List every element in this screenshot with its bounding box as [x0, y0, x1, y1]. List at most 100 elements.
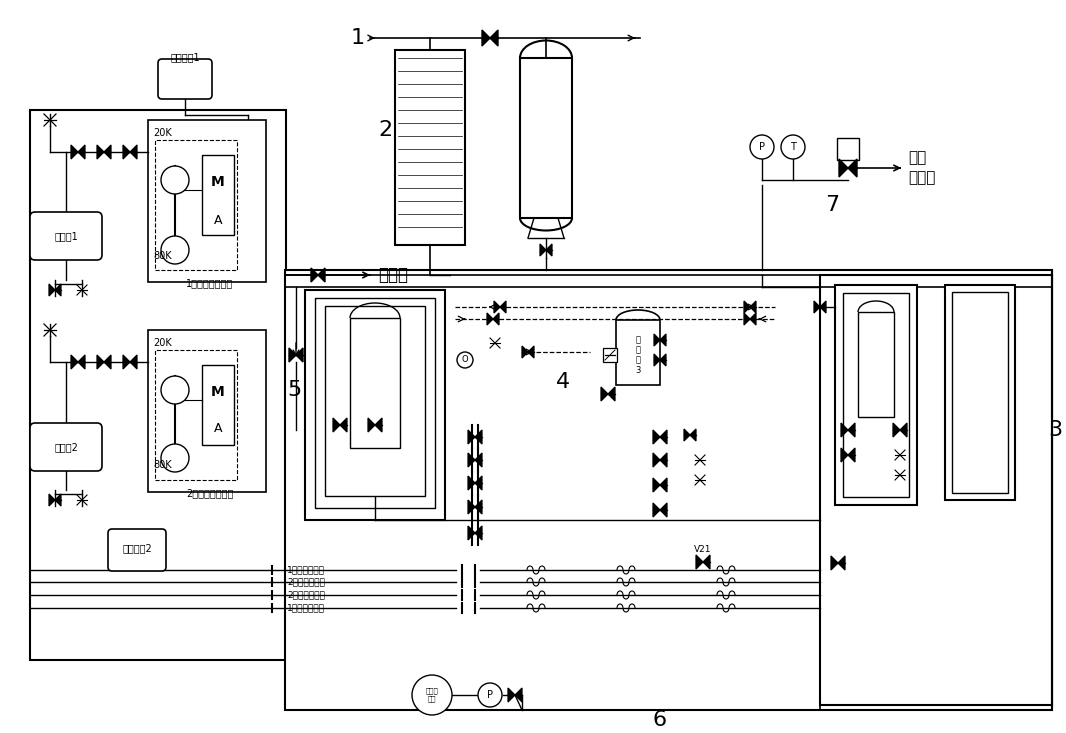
Bar	[944, 285, 1015, 500]
Text: O: O	[462, 356, 468, 364]
Polygon shape	[104, 145, 111, 159]
Polygon shape	[814, 301, 820, 313]
Polygon shape	[684, 429, 690, 441]
Polygon shape	[333, 418, 340, 432]
Polygon shape	[528, 346, 534, 358]
Polygon shape	[820, 301, 826, 313]
Polygon shape	[847, 423, 855, 437]
Polygon shape	[494, 301, 500, 313]
Polygon shape	[653, 478, 660, 492]
Text: 氮回: 氮回	[908, 150, 926, 166]
Polygon shape	[546, 244, 552, 256]
Polygon shape	[831, 556, 838, 570]
Text: P: P	[759, 142, 765, 152]
Polygon shape	[296, 348, 303, 362]
Polygon shape	[468, 430, 475, 444]
Polygon shape	[71, 355, 78, 369]
Text: 80K: 80K	[154, 460, 172, 470]
Polygon shape	[839, 159, 847, 177]
FancyBboxPatch shape	[30, 212, 102, 260]
Polygon shape	[123, 145, 130, 159]
Polygon shape	[540, 244, 546, 256]
Polygon shape	[847, 448, 855, 462]
Text: 7: 7	[825, 195, 839, 215]
Circle shape	[781, 135, 805, 159]
Polygon shape	[660, 478, 667, 492]
Polygon shape	[601, 387, 608, 401]
Text: 1号制冷机来流: 1号制冷机来流	[287, 603, 325, 613]
Polygon shape	[468, 476, 475, 490]
Text: 缓冲储2: 缓冲储2	[54, 442, 78, 452]
Circle shape	[478, 683, 502, 707]
Text: 1: 1	[351, 28, 365, 48]
Polygon shape	[482, 30, 490, 46]
Polygon shape	[655, 354, 660, 366]
Polygon shape	[49, 284, 55, 296]
Bar	[350, 318, 400, 448]
Text: 2: 2	[378, 120, 393, 140]
Text: 6: 6	[653, 710, 667, 730]
Bar	[305, 290, 445, 520]
Polygon shape	[475, 453, 482, 467]
Polygon shape	[318, 268, 325, 282]
Bar	[843, 293, 909, 497]
Text: 缓冲储1: 缓冲储1	[54, 231, 78, 241]
Text: 3: 3	[1048, 420, 1062, 440]
Text: A: A	[214, 421, 222, 435]
Polygon shape	[123, 355, 130, 369]
Bar	[201, 365, 235, 445]
FancyBboxPatch shape	[158, 59, 212, 99]
Polygon shape	[702, 555, 710, 569]
Polygon shape	[289, 348, 296, 362]
Bar	[858, 312, 894, 417]
Polygon shape	[490, 30, 498, 46]
Polygon shape	[660, 453, 667, 467]
Polygon shape	[744, 301, 750, 313]
Circle shape	[161, 376, 189, 404]
Circle shape	[161, 444, 189, 472]
Polygon shape	[475, 500, 482, 514]
Polygon shape	[475, 526, 482, 540]
Bar	[837, 138, 859, 160]
Polygon shape	[468, 453, 475, 467]
Circle shape	[457, 352, 473, 368]
Polygon shape	[55, 284, 61, 296]
Polygon shape	[104, 355, 111, 369]
Polygon shape	[487, 313, 492, 325]
Text: T: T	[790, 142, 796, 152]
Polygon shape	[660, 430, 667, 444]
Polygon shape	[78, 355, 85, 369]
Text: 2号制冷机来流: 2号制冷机来流	[287, 591, 325, 600]
Polygon shape	[608, 387, 615, 401]
Polygon shape	[130, 355, 138, 369]
Text: 80K: 80K	[154, 251, 172, 261]
Polygon shape	[660, 503, 667, 517]
Polygon shape	[847, 159, 857, 177]
Text: 20K: 20K	[154, 128, 172, 138]
Polygon shape	[660, 334, 666, 346]
Bar	[835, 285, 917, 505]
Bar	[314, 298, 435, 508]
Polygon shape	[97, 145, 104, 159]
Text: 1号斯特林制冷机: 1号斯特林制冷机	[187, 278, 233, 288]
Bar	[148, 120, 266, 282]
Text: 20K: 20K	[154, 338, 172, 348]
Text: M: M	[211, 175, 225, 189]
Bar	[325, 306, 425, 496]
Text: 1号制冷机回流: 1号制冷机回流	[287, 565, 325, 575]
Text: 2号制冷机回流: 2号制冷机回流	[287, 578, 325, 586]
Polygon shape	[78, 145, 85, 159]
Polygon shape	[653, 430, 660, 444]
Text: 4: 4	[556, 372, 570, 392]
Polygon shape	[71, 145, 78, 159]
Polygon shape	[475, 430, 482, 444]
Polygon shape	[368, 418, 375, 432]
Polygon shape	[900, 423, 907, 437]
Polygon shape	[130, 145, 138, 159]
Polygon shape	[492, 313, 499, 325]
Text: P: P	[487, 690, 492, 700]
Bar	[201, 155, 235, 235]
Text: M: M	[211, 385, 225, 399]
Polygon shape	[311, 268, 318, 282]
Circle shape	[411, 675, 452, 715]
